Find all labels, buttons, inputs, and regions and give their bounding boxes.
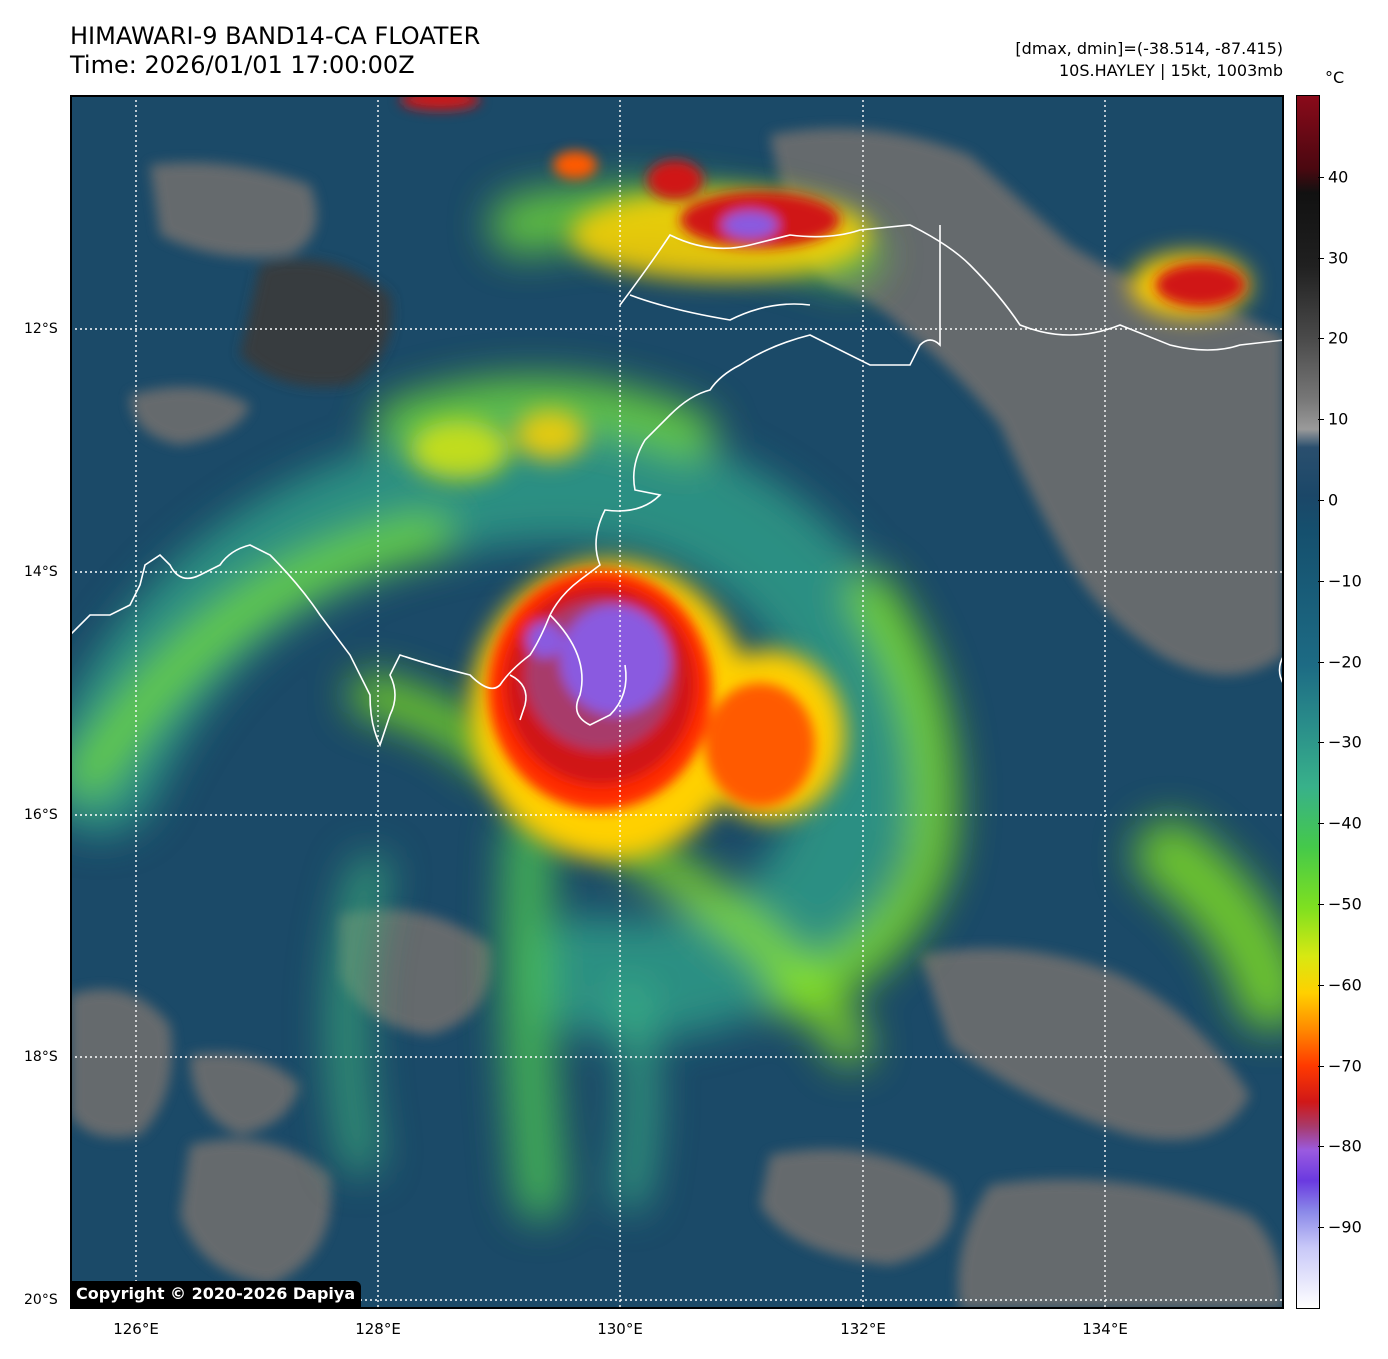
colorbar-unit: °C [1325, 68, 1345, 87]
lon-label-130e: 130°E [597, 1320, 643, 1338]
colorbar-tick-mark [1318, 419, 1324, 421]
satellite-imagery [70, 95, 1284, 1309]
colorbar-tick-label: −40 [1328, 813, 1362, 833]
colorbar-tick-label: −70 [1328, 1056, 1362, 1076]
lat-label-12s: 12°S [24, 321, 58, 337]
colorbar-tick-mark [1318, 1227, 1324, 1229]
colorbar-tick-label: 20 [1328, 328, 1349, 348]
lat-label-16s: 16°S [24, 807, 58, 823]
colorbar-tick-label: 40 [1328, 167, 1349, 187]
lon-label-134e: 134°E [1082, 1320, 1128, 1338]
chart-title: HIMAWARI-9 BAND14-CA FLOATER Time: 2026/… [70, 22, 480, 80]
temperature-colorbar [1296, 95, 1320, 1309]
colorbar-tick-label: −50 [1328, 894, 1362, 914]
lat-label-20s: 20°S [24, 1292, 58, 1308]
colorbar-tick-mark [1318, 1146, 1324, 1148]
colorbar-tick-label: −90 [1328, 1217, 1362, 1237]
colorbar-tick-mark [1318, 176, 1324, 178]
colorbar-tick-mark [1318, 823, 1324, 825]
colorbar-tick-label: −80 [1328, 1136, 1362, 1156]
copyright-label: Copyright © 2020-2026 Dapiya [70, 1281, 362, 1307]
lon-label-132e: 132°E [840, 1320, 886, 1338]
dmax-dmin-label: [dmax, dmin]=(-38.514, -87.415) [1015, 39, 1283, 58]
satellite-map[interactable] [70, 95, 1284, 1309]
colorbar-tick-label: −20 [1328, 652, 1362, 672]
colorbar-tick-mark [1318, 904, 1324, 905]
colorbar-tick-mark [1318, 984, 1324, 986]
colorbar-tick-label: −10 [1328, 571, 1362, 591]
colorbar-tick-mark [1318, 580, 1324, 582]
colorbar-tick-label: 10 [1328, 409, 1349, 429]
lat-label-14s: 14°S [24, 564, 58, 580]
storm-info: [dmax, dmin]=(-38.514, -87.415) 10S.HAYL… [1015, 38, 1283, 82]
colorbar-tick-mark [1318, 338, 1324, 340]
title-line-1: HIMAWARI-9 BAND14-CA FLOATER [70, 22, 481, 50]
lon-label-126e: 126°E [113, 1320, 159, 1338]
colorbar-tick-label: 30 [1328, 248, 1349, 268]
graticule [70, 95, 1284, 1309]
colorbar-tick-label: 0 [1328, 490, 1339, 510]
colorbar-tick-mark [1318, 742, 1324, 744]
title-line-2: Time: 2026/01/01 17:00:00Z [70, 51, 415, 79]
lat-label-18s: 18°S [24, 1049, 58, 1065]
colorbar-tick-label: −60 [1328, 975, 1362, 995]
storm-label: 10S.HAYLEY | 15kt, 1003mb [1059, 61, 1283, 80]
colorbar-tick-mark [1318, 661, 1324, 663]
coastline [70, 224, 1284, 748]
colorbar-tick-mark [1318, 257, 1324, 259]
lon-label-128e: 128°E [355, 1320, 401, 1338]
colorbar-tick-mark [1318, 500, 1324, 501]
colorbar-tick-label: −30 [1328, 732, 1362, 752]
colorbar-tick-mark [1318, 1065, 1324, 1067]
